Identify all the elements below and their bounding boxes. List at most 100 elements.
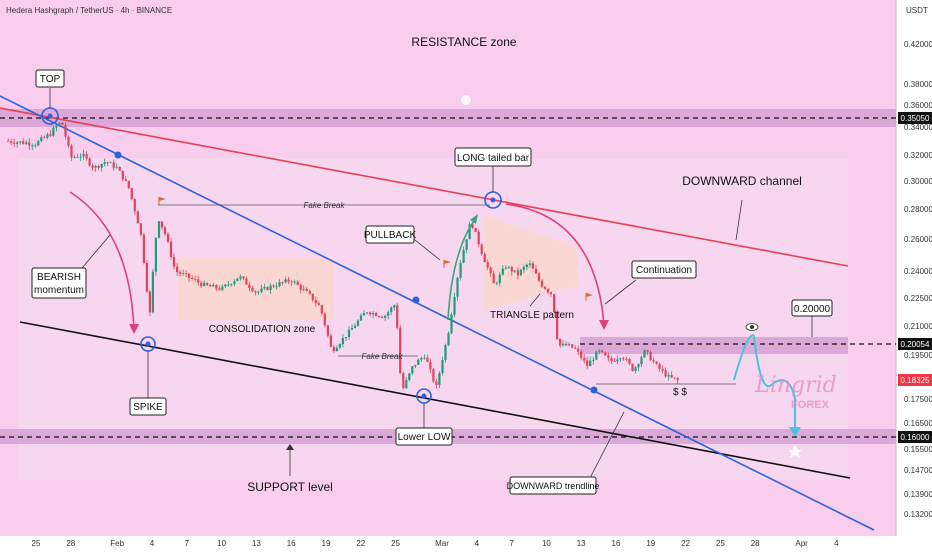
downward-trendline-box: [509, 476, 597, 495]
price-tick-label: 0.13200: [904, 510, 932, 519]
candle-body: [553, 294, 556, 312]
candle-body: [157, 221, 161, 238]
downward-trendline-label: DOWNWARD trendline: [507, 481, 600, 491]
continuation-callout-line: [604, 279, 637, 305]
candle-body: [399, 327, 402, 374]
price-tick-label: 0.42000: [904, 40, 932, 49]
candle-body: [486, 262, 489, 268]
price-tick-label: 0.16500: [904, 419, 932, 428]
time-tick-label: 22: [681, 539, 690, 548]
price-tick-label: 0.21000: [904, 322, 932, 331]
spike-label-box: [129, 397, 167, 416]
lower-low-label-box: [395, 427, 453, 446]
candle-body: [254, 291, 257, 293]
price-tick-label: 0.38000: [904, 80, 932, 89]
consolidation-box: [178, 258, 334, 320]
candle-body: [49, 134, 52, 136]
candle-body: [384, 315, 387, 318]
candle-body: [55, 125, 58, 128]
spike-label: SPIKE: [133, 402, 163, 413]
flag-icon-3: [585, 293, 593, 301]
pullback-label-box: [365, 225, 415, 244]
candle-body: [302, 289, 305, 290]
price-tick-label: 0.34000: [904, 123, 932, 132]
candle-body: [471, 224, 474, 228]
price-axis[interactable]: 0.42000 0.38000 0.36000 0.34000 0.32000 0.300…: [904, 40, 932, 519]
candle-body: [91, 165, 94, 168]
price-tick-label: 0.30000: [904, 177, 932, 186]
candle-body: [571, 344, 574, 348]
target-label-box: [791, 299, 833, 317]
watermark-bottom: FOREX: [791, 399, 830, 411]
candle-body: [320, 305, 323, 314]
time-tick-label: 4: [150, 539, 155, 548]
currency-label: USDT: [906, 6, 928, 15]
candle-body: [574, 347, 577, 349]
time-tick-label: 13: [577, 539, 586, 548]
time-tick-label: 22: [356, 539, 365, 548]
price-tick-label: 0.26000: [904, 235, 932, 244]
candle-body: [194, 278, 197, 280]
candle-body: [676, 378, 679, 381]
candle-body: [362, 313, 366, 316]
candle-body: [604, 352, 607, 356]
candle-body: [16, 142, 19, 144]
support-price-text: 0.16000: [901, 433, 930, 442]
candle-body: [423, 357, 426, 359]
candle-body: [112, 162, 115, 168]
candle-body: [287, 279, 290, 282]
candle-body: [565, 343, 568, 346]
time-axis[interactable]: 25 28 Feb 4 7 10 13 16 19 22 25 Mar 4 7 10 13 16 19 22 25 28…: [32, 539, 840, 548]
candle-body: [640, 357, 643, 365]
candle-body: [61, 122, 64, 125]
candle-body: [402, 373, 405, 389]
candle-body: [106, 162, 109, 163]
trendline-point-2: [412, 296, 420, 304]
candle-body: [314, 300, 317, 304]
candle-body: [359, 315, 363, 321]
candle-body: [595, 351, 598, 360]
candle-body: [492, 273, 495, 284]
continuation-label: Continuation: [636, 265, 692, 276]
downward-trendline: [0, 95, 875, 531]
candle-body: [347, 329, 351, 337]
candle-body: [269, 285, 272, 290]
candle-body: [586, 360, 589, 367]
candle-body: [127, 180, 130, 188]
resistance-price-tag: 0.35050: [898, 112, 932, 124]
time-tick-label: 13: [252, 539, 261, 548]
candle-body: [37, 141, 40, 146]
candle-body: [634, 367, 637, 371]
support-callout-head: [286, 444, 294, 450]
candle-body: [293, 281, 296, 283]
time-tick-label: 10: [542, 539, 551, 548]
candle-body: [396, 305, 399, 328]
candle-body: [667, 375, 670, 377]
watermark-top: Lingrid: [754, 373, 837, 398]
candle-body: [516, 270, 519, 276]
candle-body: [522, 267, 525, 270]
continuation-arrow: [505, 203, 605, 327]
candle-body: [58, 122, 61, 126]
candle-body: [498, 274, 501, 283]
resistance-price-text: 0.35050: [901, 114, 930, 123]
candle-body: [154, 237, 157, 272]
support-price-tag: 0.16000: [898, 431, 932, 443]
candle-body: [637, 364, 640, 368]
downward-channel-label: DOWNWARD channel: [682, 174, 802, 188]
candle-body: [40, 137, 43, 142]
candle-body: [212, 285, 215, 287]
price-tick-label: 0.28000: [904, 205, 932, 214]
candle-body: [52, 127, 55, 136]
candle-body: [209, 285, 212, 287]
price-tick-label: 0.24000: [904, 267, 932, 276]
candle-body: [543, 286, 547, 289]
candle-body: [375, 313, 378, 317]
candle-body: [299, 284, 302, 290]
fake-break-label-1: Fake Break: [304, 201, 346, 210]
candle-body: [179, 272, 182, 274]
forecast-arrow-head: [789, 427, 801, 437]
price-axis-background: [896, 0, 932, 550]
